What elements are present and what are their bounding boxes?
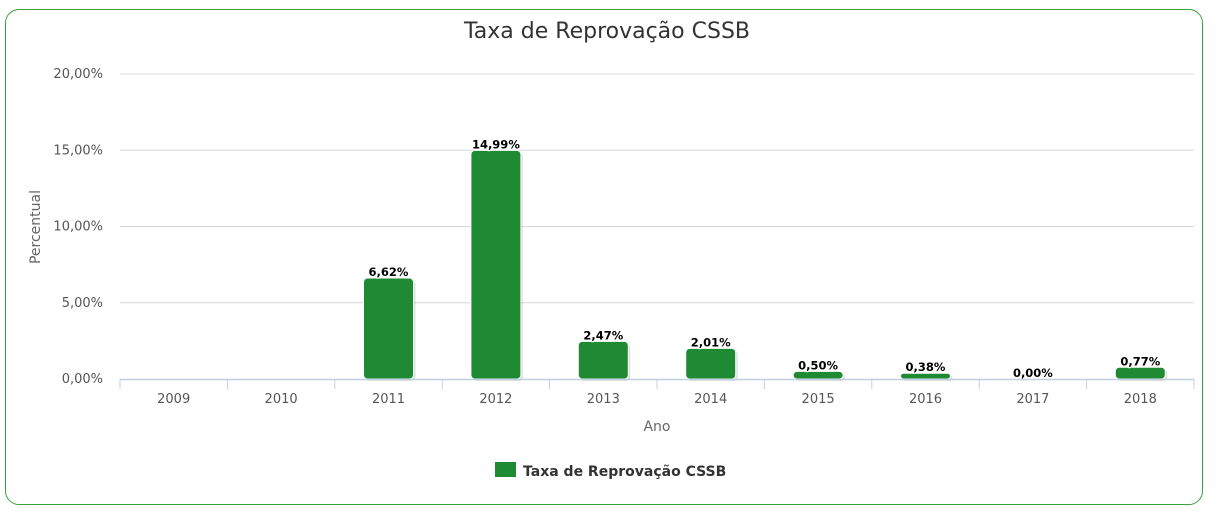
y-tick-label: 0,00% [62, 372, 103, 387]
y-tick-label: 10,00% [53, 220, 103, 235]
x-tick-label: 2010 [265, 392, 298, 407]
bars [363, 149, 1168, 381]
bar[interactable] [363, 277, 414, 380]
data-label: 0,00% [1013, 366, 1053, 380]
data-label: 0,38% [906, 360, 946, 374]
y-tick-label: 15,00% [53, 143, 103, 158]
data-label: 14,99% [472, 137, 520, 151]
x-axis: 2009 2010 2011 2012 2013 2014 2015 2016 2017 2018 [119, 378, 1195, 407]
data-label: 2,01% [691, 335, 731, 349]
x-tick-label: 2009 [157, 392, 190, 407]
data-label: 0,50% [798, 358, 838, 372]
data-label: 2,47% [583, 328, 623, 342]
data-label: 6,62% [369, 265, 409, 279]
legend[interactable]: Taxa de Reprovação CSSB [495, 462, 726, 480]
x-tick-label: 2011 [372, 392, 405, 407]
y-tick-label: 20,00% [53, 67, 103, 82]
legend-swatch[interactable] [495, 462, 516, 477]
legend-label[interactable]: Taxa de Reprovação CSSB [523, 464, 726, 480]
x-axis-title: Ano [643, 419, 670, 435]
x-tick-label: 2015 [802, 392, 835, 407]
data-labels: 6,62% 14,99% 2,47% 2,01% 0,50% 0,38% 0,00% 0,77… [367, 136, 1162, 381]
chart-title: Taxa de Reprovação CSSB [463, 19, 750, 44]
bar[interactable] [1114, 366, 1166, 380]
chart-frame [5, 9, 1203, 505]
x-tick-label: 2013 [587, 392, 620, 407]
x-tick-label: 2014 [694, 392, 727, 407]
bar[interactable] [577, 340, 629, 380]
data-label: 0,77% [1120, 354, 1160, 368]
bar[interactable] [470, 149, 522, 380]
y-axis-title: Percentual [28, 190, 44, 264]
bar[interactable] [685, 347, 737, 380]
y-tick-label: 5,00% [62, 296, 103, 311]
x-tick-label: 2012 [479, 392, 512, 407]
bar[interactable] [792, 370, 844, 380]
x-tick-label: 2016 [909, 392, 942, 407]
x-tick-label: 2018 [1124, 392, 1157, 407]
y-axis-ticks: 0,00% 5,00% 10,00% 15,00% 20,00% [53, 67, 103, 387]
x-tick-label: 2017 [1016, 392, 1049, 407]
gridlines [120, 73, 1194, 304]
